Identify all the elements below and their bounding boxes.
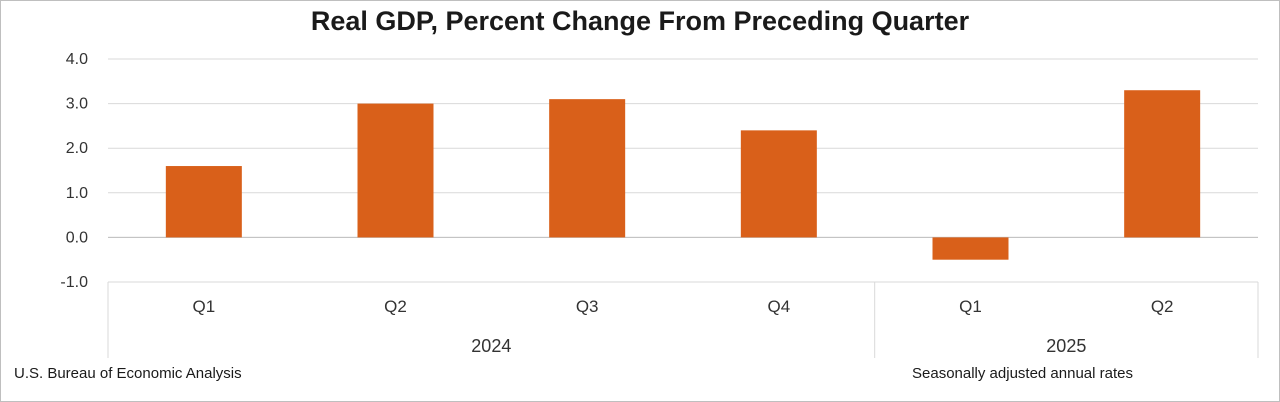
x-tick-label: Q4 xyxy=(767,297,790,316)
x-tick-label: Q1 xyxy=(959,297,982,316)
chart-title: Real GDP, Percent Change From Preceding … xyxy=(310,6,970,36)
bar xyxy=(1124,90,1201,238)
source-note: U.S. Bureau of Economic Analysis xyxy=(14,365,242,382)
bar xyxy=(165,166,242,238)
y-tick-label: 1.0 xyxy=(66,185,88,202)
rates-note: Seasonally adjusted annual rates xyxy=(912,365,1133,382)
y-tick-label: 3.0 xyxy=(66,96,88,113)
bar xyxy=(740,130,817,238)
x-tick-label: Q1 xyxy=(192,297,215,316)
x-group-label: 2024 xyxy=(471,336,511,356)
bar xyxy=(549,99,626,238)
bar xyxy=(932,237,1009,260)
y-axis-labels: -1.0 0.0 1.0 2.0 3.0 4.0 xyxy=(60,51,88,291)
bar xyxy=(357,103,434,238)
x-tick-label: Q2 xyxy=(384,297,407,316)
y-tick-label: 2.0 xyxy=(66,140,88,157)
x-tick-label: Q2 xyxy=(1151,297,1174,316)
x-axis: Q1 Q2 Q3 Q4 Q1 Q2 2024 2025 xyxy=(107,281,1259,358)
y-tick-label: 0.0 xyxy=(66,229,88,246)
y-tick-label: 4.0 xyxy=(66,51,88,68)
x-tick-label: Q3 xyxy=(576,297,599,316)
gridlines xyxy=(108,58,1258,283)
x-group-label: 2025 xyxy=(1046,336,1086,356)
y-tick-label: -1.0 xyxy=(60,274,88,291)
bars xyxy=(165,90,1201,260)
